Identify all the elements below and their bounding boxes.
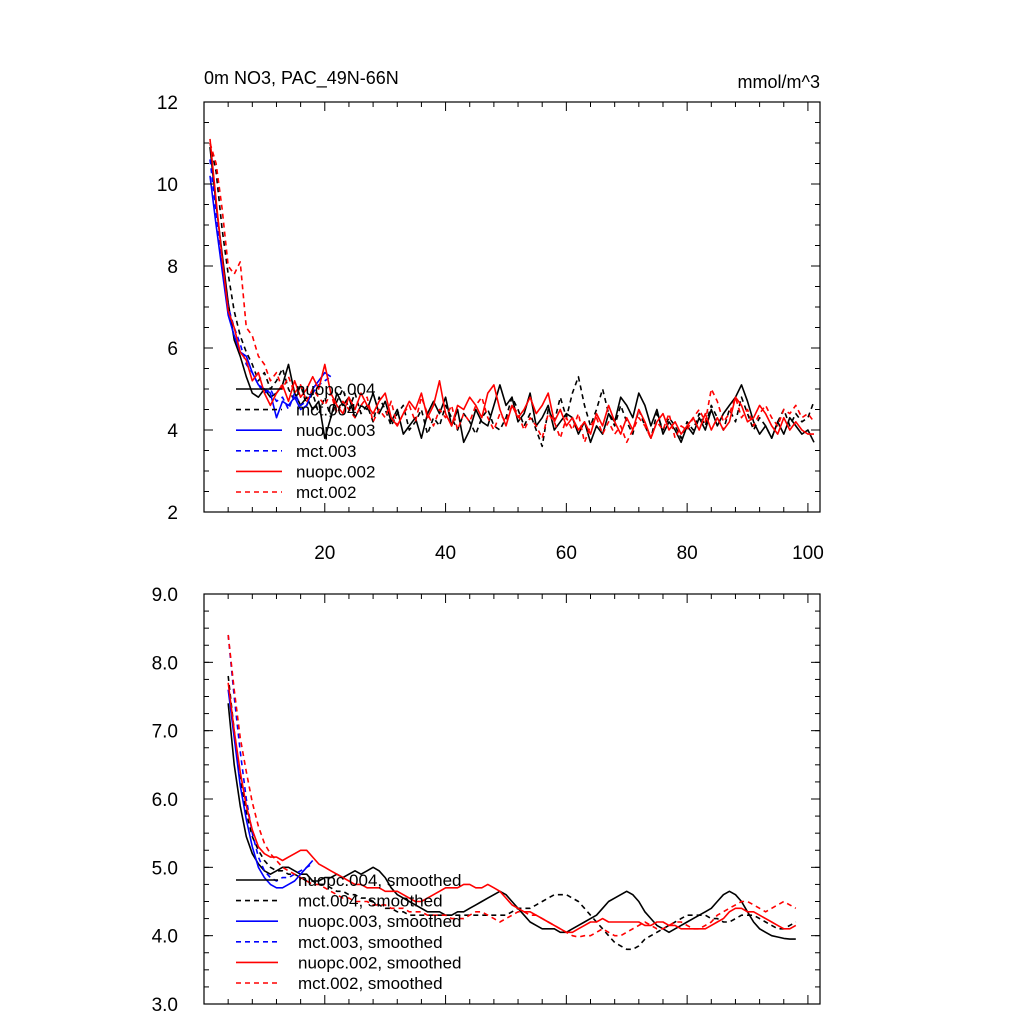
y-tick-label-0-4: 10 [157,175,178,196]
x-tick-label-0-1: 40 [435,543,456,564]
y-tick-label-0-1: 4 [167,421,178,442]
legend-label-0-2: nuopc.003 [296,421,375,440]
y-tick-label-1-3: 6.0 [152,790,178,811]
y-tick-label-0-5: 12 [157,93,178,114]
legend-label-1-1: mct.004, smoothed [298,892,443,911]
y-tick-label-0-0: 2 [167,503,178,524]
y-tick-label-0-3: 8 [167,257,178,278]
legend-label-1-2: nuopc.003, smoothed [298,912,462,931]
series-line-1-1 [227,675,797,951]
x-tick-label-0-0: 20 [314,543,335,564]
top-chart-panel: 0m NO3, PAC_49N-66N mmol/m^3 nuopc.004 mc… [157,68,824,564]
x-tick-label-0-3: 80 [677,543,698,564]
legend-label-1-5: mct.002, smoothed [298,974,443,993]
legend-label-0-1: mct.004 [296,401,356,420]
bottom-chart-series [227,634,797,951]
top-chart-axes: 2 4 6 8 10 12 20 40 60 80 100 [157,93,824,564]
legend-label-0-0: nuopc.004 [296,380,375,399]
legend-label-0-5: mct.002 [296,483,356,502]
series-line-0-5 [209,142,815,444]
series-line-1-3 [227,634,314,882]
series-line-1-2 [227,689,314,889]
series-line-0-2 [209,175,332,419]
y-tick-label-1-6: 9.0 [152,585,178,606]
series-line-0-3 [209,159,332,411]
bottom-chart-axes: 3.0 4.0 5.0 6.0 7.0 8.0 9.0 [152,585,821,1016]
series-line-1-0 [227,703,796,940]
legend-label-0-4: nuopc.002 [296,462,375,481]
y-tick-label-1-2: 5.0 [152,858,178,879]
y-tick-label-1-5: 8.0 [152,653,178,674]
legend-label-1-3: mct.003, smoothed [298,933,443,952]
legend-label-1-0: nuopc.004, smoothed [298,871,462,890]
legend-label-1-4: nuopc.002, smoothed [298,953,462,972]
y-tick-label-0-2: 6 [167,339,178,360]
legend-label-0-3: mct.003 [296,442,356,461]
x-tick-label-0-2: 60 [556,543,577,564]
y-tick-label-1-4: 7.0 [152,722,178,743]
top-chart-title: 0m NO3, PAC_49N-66N [204,68,399,89]
x-tick-label-0-4: 100 [792,543,824,564]
top-chart-series [209,138,815,448]
y-tick-label-1-0: 3.0 [152,995,178,1016]
top-chart-units: mmol/m^3 [738,72,820,92]
series-line-0-1 [209,142,815,448]
y-tick-label-1-1: 4.0 [152,927,178,948]
series-line-0-4 [209,138,814,440]
series-line-1-4 [227,682,797,934]
